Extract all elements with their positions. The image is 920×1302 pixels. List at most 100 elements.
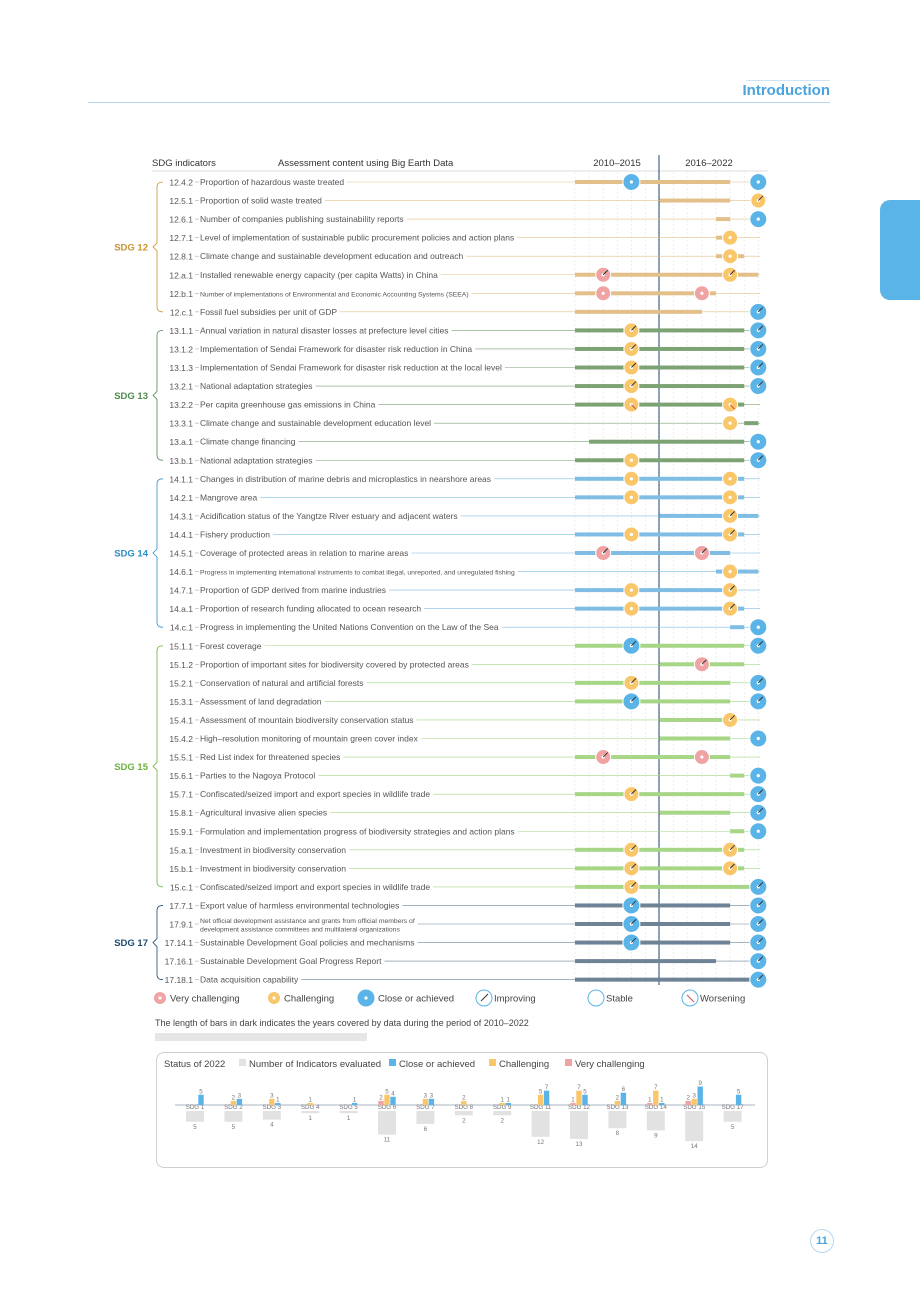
marker-dot: [728, 495, 732, 499]
indicator-label: Acidification status of the Yangtze Rive…: [200, 511, 458, 521]
bar-close-or-achieved: [198, 1094, 204, 1105]
coverage-bar: [575, 922, 731, 926]
coverage-bar: [589, 439, 745, 444]
trend-improving-arrow: [757, 195, 764, 201]
category-group-sdg-1: SDG 1 5 5: [186, 1088, 205, 1131]
indicator-row: 14.4.1 Fishery production: [169, 526, 760, 543]
value-label-evaluated: 8: [616, 1130, 620, 1137]
bar-close-or-achieved: [659, 1102, 665, 1105]
value-label-evaluated: 5: [731, 1124, 735, 1131]
bar-indicators-evaluated: [608, 1111, 627, 1129]
coverage-bar: [659, 717, 731, 722]
coverage-bar: [716, 217, 731, 222]
coverage-bar: [659, 736, 731, 741]
indicator-row: 14.3.1 Acidification status of the Yangtz…: [169, 507, 760, 524]
indicator-row: 12.a.1 Installed renewable energy capacit…: [169, 266, 760, 283]
side-tab-marker: [880, 200, 920, 300]
bar-indicators-evaluated: [378, 1111, 396, 1135]
value-label: 7: [545, 1084, 549, 1091]
coverage-bar: [575, 532, 745, 537]
indicator-row: 12.6.1 Number of companies publishing sus…: [169, 210, 768, 229]
trend-improving-arrow: [757, 325, 764, 331]
trend-worsening-arrow: [631, 404, 637, 410]
bar-close-or-achieved: [505, 1102, 511, 1105]
indicator-row: 15.1.1 Forest coverage: [169, 636, 768, 655]
legend-label: Improving: [494, 994, 536, 1005]
sdg-group-label: SDG 12: [114, 242, 148, 253]
coverage-bar: [575, 495, 745, 500]
indicator-label: Assessment of mountain biodiversity cons…: [200, 715, 414, 725]
category-group-sdg-11: SDG 11 12 57: [530, 1084, 552, 1146]
indicator-code: 14.7.1: [169, 586, 193, 596]
coverage-bar: [575, 940, 731, 945]
trend-improving-arrow: [631, 640, 637, 647]
coverage-bar: [730, 625, 745, 630]
legend-item-worsening: Worsening: [681, 989, 745, 1007]
trend-improving-arrow: [602, 269, 609, 276]
indicator-code: 15.7.1: [169, 790, 193, 800]
bar-challenging: [499, 1102, 505, 1105]
indicator-code: 12.8.1: [169, 252, 193, 262]
trend-improving-arrow: [757, 455, 764, 461]
indicator-code: 14.3.1: [169, 511, 193, 521]
indicator-row: 17.16.1 Sustainable Development Goal Prog…: [165, 952, 768, 971]
coverage-bar: [659, 513, 759, 518]
trend-improving-arrow: [631, 789, 637, 795]
bar-close-or-achieved: [428, 1098, 435, 1105]
coverage-bar: [575, 272, 759, 277]
legend-swatch-dot: [158, 996, 162, 1000]
legend-item-improving: Improving: [475, 989, 536, 1007]
trend-improving-arrow: [757, 807, 764, 814]
trend-improving-arrow: [631, 344, 637, 350]
indicator-label: National adaptation strategies: [200, 381, 312, 391]
marker-dot: [728, 421, 732, 425]
category-label: SDG 7: [416, 1104, 435, 1111]
sdg-bracket: [152, 181, 164, 313]
sdg-group-label: SDG 13: [114, 391, 148, 402]
bar-indicators-evaluated: [301, 1111, 320, 1114]
trend-improving-arrow: [701, 659, 707, 665]
bar-indicators-evaluated: [262, 1111, 281, 1120]
coverage-bar: [575, 365, 745, 370]
trend-improving-arrow: [757, 696, 764, 702]
trend-improving-arrow: [631, 325, 637, 331]
indicator-label: Conservation of natural and artificial f…: [200, 678, 363, 688]
indicator-row: 17.9.1 Net official development assistanc…: [169, 915, 768, 934]
indicator-code: 15.c.1: [170, 882, 193, 892]
value-label: 2: [686, 1094, 690, 1101]
marker-dot: [728, 569, 732, 574]
value-label: 1: [571, 1096, 575, 1103]
coverage-bar: [575, 866, 745, 871]
bar-close-or-achieved: [543, 1090, 550, 1105]
indicator-row: 13.1.3 Implementation of Sendai Framework…: [169, 358, 768, 377]
marker-dot: [756, 774, 760, 778]
indicator-row: 13.1.2 Implementation of Sendai Framework…: [169, 339, 768, 358]
category-group-sdg-2: SDG 2 5 2 3: [224, 1092, 243, 1130]
value-label: 1: [500, 1096, 504, 1103]
bar-very-challenging: [647, 1102, 653, 1105]
value-label-evaluated: 13: [576, 1141, 583, 1148]
indicator-row: 15.5.1 Red List index for threatened spec…: [169, 749, 760, 766]
legend-swatch-dot: [272, 996, 276, 1000]
bar-indicators-evaluated: [493, 1111, 512, 1116]
indicator-code: 13.b.1: [169, 456, 193, 466]
bar-indicators-evaluated: [723, 1111, 742, 1122]
indicator-label: Red List index for threatened species: [200, 752, 340, 762]
value-label: 2: [379, 1094, 383, 1101]
indicator-row: 17.7.1 Export value of harmless environme…: [169, 896, 768, 915]
indicator-code: 14.6.1: [169, 567, 193, 577]
indicator-row: 12.8.1 Climate change and sustainable dev…: [169, 248, 760, 265]
indicator-label: Agricultural invasive alien species: [200, 808, 327, 818]
coverage-bar: [575, 346, 745, 351]
indicator-code: 14.2.1: [169, 493, 193, 503]
marker-dot: [629, 532, 634, 537]
category-label: SDG 12: [568, 1104, 591, 1111]
trend-worsening-arrow: [729, 404, 735, 410]
bar-challenging: [307, 1102, 313, 1105]
value-label-evaluated: 2: [500, 1117, 504, 1124]
bar-challenging: [614, 1100, 621, 1105]
trend-improving-arrow: [729, 863, 735, 869]
value-label: 7: [577, 1084, 581, 1091]
bar-close-or-achieved: [697, 1086, 703, 1105]
coverage-bar: [744, 421, 759, 426]
